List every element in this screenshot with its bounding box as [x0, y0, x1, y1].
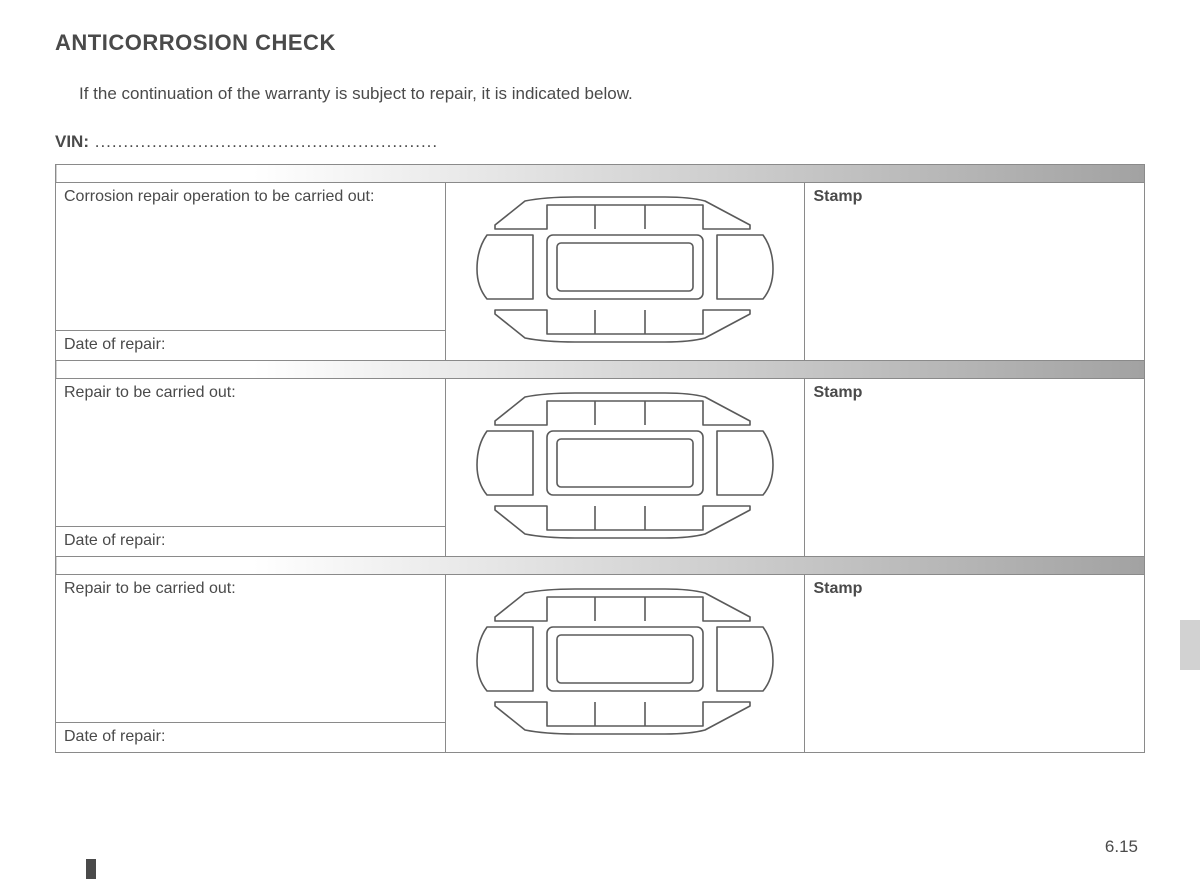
table-row: Repair to be carried out: — [56, 379, 1145, 527]
stamp-cell[interactable]: Stamp — [805, 183, 1145, 361]
date-of-repair-cell[interactable]: Date of repair: — [56, 331, 446, 361]
warranty-subtitle: If the continuation of the warranty is s… — [79, 84, 1145, 104]
car-diagram-cell — [445, 183, 805, 361]
stamp-label: Stamp — [813, 384, 862, 401]
spacer-row — [56, 165, 1145, 183]
vin-line: VIN: ...................................… — [55, 132, 1145, 152]
spacer-row — [56, 557, 1145, 575]
car-body-diagram-icon — [465, 579, 785, 744]
spacer-row — [56, 361, 1145, 379]
car-body-diagram-icon — [465, 187, 785, 352]
vin-dotted-field[interactable]: ........................................… — [89, 132, 438, 151]
anticorrosion-table: Corrosion repair operation to be carried… — [55, 164, 1145, 753]
footer-mark — [86, 859, 96, 879]
car-body-diagram-icon — [465, 383, 785, 548]
car-diagram-cell — [445, 575, 805, 753]
repair-operation-cell[interactable]: Repair to be carried out: — [56, 379, 446, 527]
car-diagram-cell — [445, 379, 805, 557]
side-tab-marker — [1180, 620, 1200, 670]
repair-operation-cell[interactable]: Repair to be carried out: — [56, 575, 446, 723]
vin-label: VIN: — [55, 132, 89, 151]
table-row: Repair to be carried out: — [56, 575, 1145, 723]
table-row: Corrosion repair operation to be carried… — [56, 183, 1145, 331]
page-number: 6.15 — [1105, 837, 1138, 857]
page-title: ANTICORROSION CHECK — [55, 30, 1145, 56]
stamp-label: Stamp — [813, 188, 862, 205]
date-of-repair-cell[interactable]: Date of repair: — [56, 723, 446, 753]
stamp-cell[interactable]: Stamp — [805, 379, 1145, 557]
stamp-cell[interactable]: Stamp — [805, 575, 1145, 753]
repair-operation-cell[interactable]: Corrosion repair operation to be carried… — [56, 183, 446, 331]
date-of-repair-cell[interactable]: Date of repair: — [56, 527, 446, 557]
page-content: ANTICORROSION CHECK If the continuation … — [55, 30, 1145, 753]
stamp-label: Stamp — [813, 580, 862, 597]
